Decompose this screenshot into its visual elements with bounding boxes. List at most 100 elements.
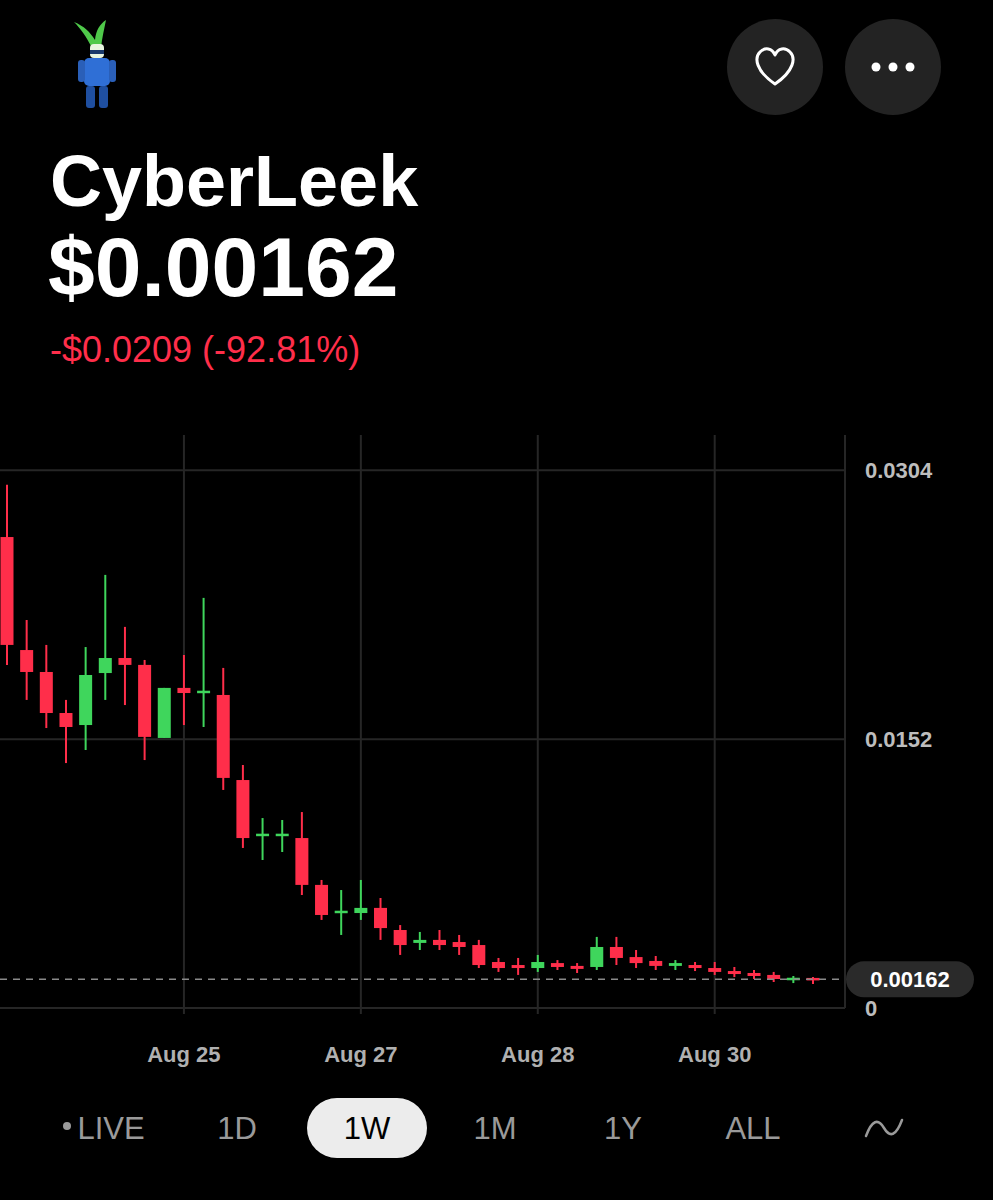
candle-body	[374, 908, 387, 928]
candle-body	[728, 971, 741, 974]
more-dot	[906, 63, 915, 72]
candle-body	[571, 966, 584, 969]
candle-body	[453, 942, 466, 947]
candle-wick	[203, 598, 205, 727]
candle-body	[1, 537, 14, 645]
leek-leg	[86, 86, 95, 108]
grid-line	[183, 435, 185, 1014]
candle-body	[472, 945, 485, 965]
candle-body	[197, 691, 210, 694]
more-button[interactable]	[845, 19, 941, 115]
candle-body	[177, 688, 190, 693]
page: CyberLeek$0.00162 -$0.0209 (-92.81%) 0 0.01…	[0, 0, 993, 1200]
candle-body	[492, 962, 505, 968]
y-tick-label: 0	[865, 996, 877, 1021]
grid-line	[0, 469, 845, 471]
candle-body	[335, 911, 348, 914]
range-button[interactable]: LIVE	[63, 1111, 145, 1146]
x-tick-label: Aug 30	[678, 1042, 751, 1067]
range-button[interactable]: 1M	[473, 1111, 516, 1146]
current-price-label: 0.00162	[870, 967, 950, 992]
more-dot	[872, 63, 881, 72]
candle-body	[610, 947, 623, 958]
price-change: -$0.0209 (-92.81%)	[50, 329, 360, 370]
grid	[0, 435, 845, 1014]
grid-line	[537, 435, 539, 1014]
leek-body	[84, 58, 110, 86]
leek-arm	[78, 60, 85, 82]
leek-visor	[90, 50, 104, 54]
candle-body	[40, 672, 53, 713]
leek-arm	[109, 60, 116, 82]
grid-line	[0, 738, 845, 740]
candle-body	[649, 961, 662, 966]
candle-body	[118, 658, 131, 665]
range-button[interactable]: 1W	[307, 1098, 427, 1158]
candle-body	[256, 834, 269, 837]
candles	[1, 485, 820, 984]
background	[0, 0, 993, 1200]
leek-head	[90, 44, 104, 58]
range-button[interactable]: 1Y	[604, 1111, 642, 1146]
current-price-line	[0, 979, 845, 981]
candle-body	[276, 834, 289, 837]
candle-body	[217, 695, 230, 778]
candle-body	[551, 963, 564, 967]
current-price-badge	[846, 961, 974, 997]
candle-body	[99, 658, 112, 673]
candle-body	[138, 665, 151, 737]
range-button[interactable]: 1D	[217, 1111, 257, 1146]
y-tick-label: 0.0152	[865, 727, 932, 752]
candle-body	[20, 650, 33, 672]
candle-wick	[104, 575, 106, 700]
range-label[interactable]: 1Y	[604, 1111, 642, 1146]
range-label[interactable]: 1D	[217, 1111, 257, 1146]
candle-body	[669, 963, 682, 966]
grid-line	[360, 435, 362, 1014]
live-dot	[63, 1122, 71, 1130]
range-label[interactable]: 1M	[473, 1111, 516, 1146]
range-label[interactable]: ALL	[725, 1111, 780, 1146]
candle-body	[413, 940, 426, 943]
candle-body	[295, 838, 308, 885]
candle-body	[590, 947, 603, 967]
candle-body	[689, 965, 702, 968]
y-tick-label: 0.0304	[865, 458, 933, 483]
y-axis-line	[844, 435, 846, 1008]
candle-body	[79, 675, 92, 725]
candle-body	[158, 688, 171, 738]
candle-body	[354, 908, 367, 913]
chart-style-button[interactable]	[866, 1120, 902, 1136]
candle-wick	[124, 627, 126, 705]
candle-body	[236, 780, 249, 838]
range-label[interactable]: LIVE	[77, 1111, 144, 1146]
candle-body	[512, 965, 525, 968]
candle-body	[708, 968, 721, 972]
more-dot	[889, 63, 898, 72]
x-tick-label: Aug 28	[501, 1042, 574, 1067]
price: $0.00162	[48, 220, 398, 314]
candle-body	[394, 930, 407, 945]
candle-body	[748, 973, 761, 976]
candle-body	[531, 962, 544, 968]
candle-body	[433, 940, 446, 945]
grid-line	[0, 1007, 845, 1009]
range-label[interactable]: 1W	[344, 1111, 391, 1146]
favorite-button[interactable]	[727, 19, 823, 115]
candle-body	[59, 713, 72, 727]
candle-body	[315, 885, 328, 915]
x-tick-label: Aug 25	[147, 1042, 220, 1067]
candle-wick	[262, 818, 264, 860]
range-button[interactable]: ALL	[725, 1111, 780, 1146]
title: CyberLeek	[50, 141, 419, 221]
leek-leg	[99, 86, 108, 108]
leek-leaves	[74, 20, 106, 48]
candle-body	[630, 957, 643, 963]
range-button-selected[interactable]	[307, 1098, 427, 1158]
candle-body	[767, 975, 780, 979]
token-icon	[74, 20, 116, 108]
heart-icon	[757, 49, 793, 84]
candle-wick	[65, 700, 67, 763]
x-tick-label: Aug 27	[324, 1042, 397, 1067]
grid-line	[714, 435, 716, 1014]
